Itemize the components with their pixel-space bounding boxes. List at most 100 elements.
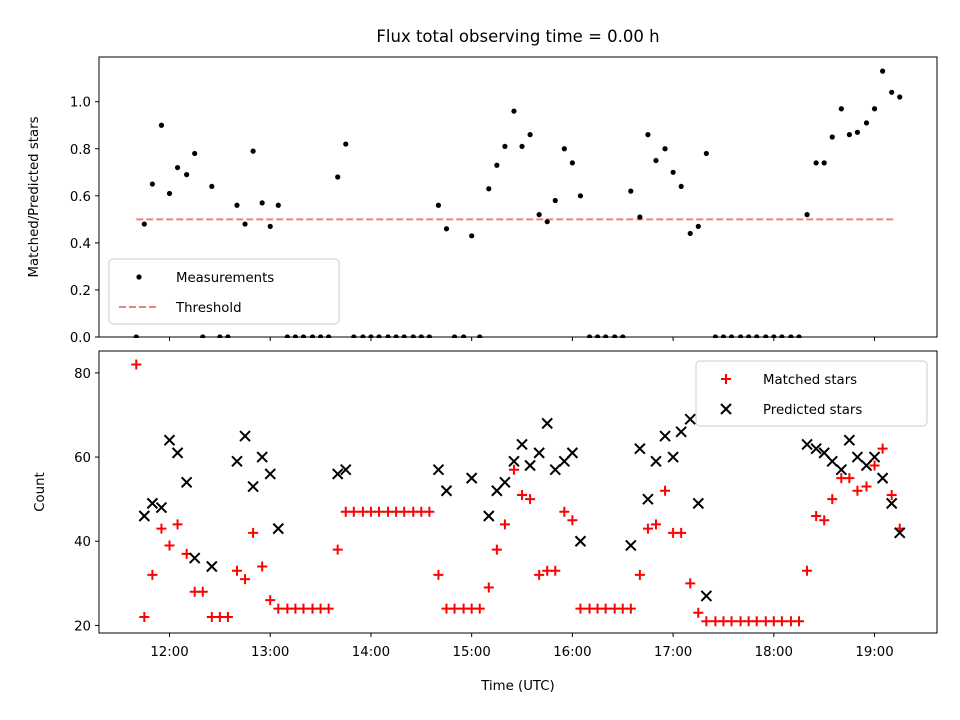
chart-title: Flux total observing time = 0.00 h xyxy=(376,27,659,46)
data-point xyxy=(158,122,165,128)
data-point xyxy=(561,146,567,152)
data-point xyxy=(184,172,190,178)
data-point xyxy=(499,476,511,489)
data-point xyxy=(642,493,654,505)
data-point xyxy=(653,157,659,164)
data-point xyxy=(149,181,155,187)
data-point xyxy=(726,616,737,627)
data-point xyxy=(642,523,653,534)
legend-label: Matched stars xyxy=(763,373,857,388)
data-point xyxy=(483,582,494,593)
data-point xyxy=(231,565,242,576)
data-point xyxy=(465,472,478,484)
data-point xyxy=(552,197,558,204)
data-point xyxy=(861,481,872,492)
data-point xyxy=(533,447,545,459)
data-point xyxy=(247,480,259,493)
data-point xyxy=(265,595,276,606)
data-point xyxy=(188,552,201,564)
data-point xyxy=(852,485,863,496)
data-point xyxy=(569,160,575,166)
bottom-panel: 20 40 60 80 12:00 13:00 14:00 15:00 16:00 17:00 18… xyxy=(33,350,938,694)
data-point xyxy=(701,616,712,627)
data-point xyxy=(525,494,536,505)
y-tick-label: 60 xyxy=(74,451,91,466)
data-point xyxy=(272,522,284,535)
data-point xyxy=(889,89,895,95)
data-point xyxy=(869,460,880,471)
data-point xyxy=(146,497,159,510)
data-point xyxy=(197,586,208,597)
data-point xyxy=(164,540,175,551)
data-point xyxy=(155,501,168,514)
data-point xyxy=(273,603,284,614)
data-point xyxy=(257,561,268,572)
legend-marker xyxy=(721,374,731,384)
axes-frame xyxy=(98,350,938,634)
x-tick-label: 14:00 xyxy=(352,645,390,660)
data-point xyxy=(634,442,646,455)
data-point xyxy=(517,489,528,500)
data-point xyxy=(826,455,838,467)
data-point xyxy=(491,544,502,555)
data-point xyxy=(474,603,485,614)
series-predicted-stars xyxy=(138,413,906,602)
data-point xyxy=(298,603,309,614)
y-tick-label: 20 xyxy=(74,619,91,634)
data-point xyxy=(637,214,643,220)
data-point xyxy=(625,603,636,614)
data-point xyxy=(868,451,881,463)
data-point xyxy=(508,464,519,475)
data-point xyxy=(435,202,442,208)
data-point xyxy=(810,442,822,455)
data-point xyxy=(854,129,861,135)
data-point xyxy=(687,230,693,237)
data-point xyxy=(534,569,545,580)
data-point xyxy=(239,430,251,442)
data-point xyxy=(829,134,835,140)
data-point xyxy=(250,148,256,154)
data-point xyxy=(684,413,696,425)
data-point xyxy=(443,226,450,232)
data-point xyxy=(897,94,903,100)
data-point xyxy=(343,141,349,147)
data-point xyxy=(527,132,533,138)
data-point xyxy=(494,162,500,168)
data-point xyxy=(549,463,561,476)
data-point xyxy=(566,447,579,459)
y-tick-label: 40 xyxy=(74,535,91,550)
data-point xyxy=(502,143,508,150)
data-point xyxy=(575,603,586,614)
data-point xyxy=(886,489,897,500)
data-point xyxy=(222,612,233,623)
data-point xyxy=(703,150,709,157)
x-tick-label: 18:00 xyxy=(755,645,793,660)
data-point xyxy=(192,150,198,157)
data-point xyxy=(801,438,813,451)
data-point xyxy=(838,106,844,112)
data-point xyxy=(827,494,838,505)
data-point xyxy=(166,190,173,197)
top-panel: 0.0 0.2 0.4 0.6 0.8 1.0 Matched/Predicted star… xyxy=(27,56,938,346)
data-point xyxy=(676,527,687,538)
data-point xyxy=(804,212,810,218)
data-point xyxy=(843,434,856,446)
data-point xyxy=(863,120,870,126)
data-point xyxy=(675,426,687,438)
data-point xyxy=(667,451,679,463)
data-point xyxy=(835,463,848,476)
data-point xyxy=(574,535,587,547)
data-point xyxy=(802,565,813,576)
data-point xyxy=(131,359,142,370)
data-point xyxy=(670,169,676,175)
axes-frame xyxy=(98,56,938,338)
legend-box xyxy=(108,258,340,325)
data-point xyxy=(811,510,822,521)
data-point xyxy=(234,202,240,208)
legend-marker xyxy=(136,274,142,280)
data-point xyxy=(844,473,855,484)
y-tick-label: 0.4 xyxy=(70,237,91,252)
data-point xyxy=(625,539,637,552)
data-point xyxy=(634,569,645,580)
data-point xyxy=(240,574,251,585)
